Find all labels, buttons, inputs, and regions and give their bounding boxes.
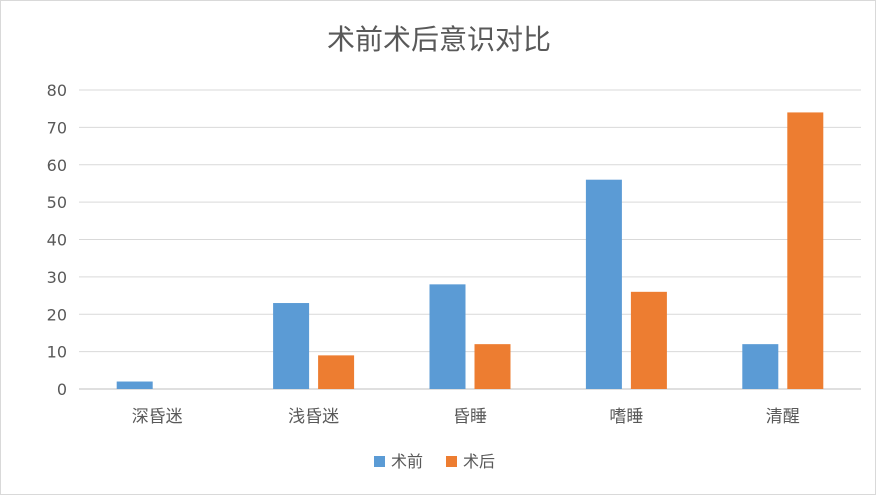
bar-postop-2 [474,344,511,389]
x-axis: 深昏迷 浅昏迷 昏睡 嗜睡 清醒 [132,407,800,427]
chart-title: 术前术后意识对比 [327,23,551,56]
legend: 术前 术后 [374,452,495,471]
y-tick-label: 40 [47,231,67,250]
x-tick-label: 浅昏迷 [288,407,339,427]
bar-postop-3 [630,291,667,389]
y-tick-label: 30 [47,268,67,287]
legend-swatch [446,456,457,467]
y-tick-label: 20 [47,305,67,324]
x-tick-label: 清醒 [766,407,800,427]
x-tick-label: 昏睡 [453,407,487,427]
y-tick-label: 80 [47,81,67,100]
y-tick-label: 60 [47,156,67,175]
x-tick-label: 深昏迷 [132,407,183,427]
y-tick-label: 0 [57,380,67,399]
bar-preop-1 [273,303,310,389]
y-tick-label: 50 [47,193,67,212]
bar-preop-3 [585,179,622,389]
bar-preop-2 [429,284,466,389]
legend-label: 术前 [391,452,423,471]
x-tick-label: 嗜睡 [609,407,643,427]
y-tick-label: 10 [47,343,67,362]
legend-label: 术后 [463,452,495,471]
bar-preop-0 [116,381,153,389]
bar-postop-4 [787,112,824,390]
y-tick-label: 70 [47,118,67,137]
legend-swatch [374,456,385,467]
gridlines [79,89,861,390]
y-axis: 0 10 20 30 40 50 60 70 80 [47,81,67,399]
bars [116,112,824,390]
bar-postop-1 [318,355,355,389]
bar-preop-4 [742,344,779,389]
